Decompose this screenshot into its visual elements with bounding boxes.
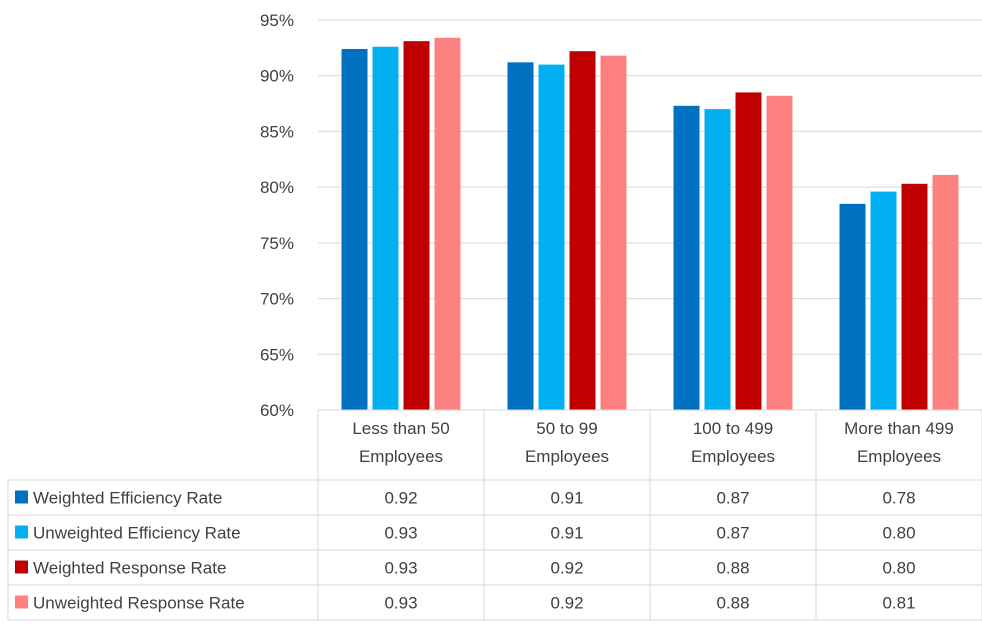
bar [901,183,928,410]
y-tick-label: 60% [260,401,294,420]
table-cell-value: 0.78 [882,489,915,508]
legend-label: Weighted Efficiency Rate [33,489,222,508]
bar [704,109,731,411]
category-label: Employees [359,447,443,466]
category-label: 100 to 499 [693,419,773,438]
bar [569,51,596,410]
bar [341,48,368,410]
category-label: Employees [691,447,775,466]
legend-key [15,490,28,504]
table-cell-value: 0.87 [716,524,749,543]
category-label: Employees [525,447,609,466]
bar [870,191,897,410]
table-cell-value: 0.93 [384,559,417,578]
table-cell-value: 0.92 [550,594,583,613]
bar [673,105,700,411]
y-tick-label: 90% [260,67,294,86]
y-tick-label: 65% [260,345,294,364]
table-cell-value: 0.91 [550,489,583,508]
legend-label: Unweighted Efficiency Rate [33,524,241,543]
bar [839,203,866,410]
y-tick-label: 85% [260,122,294,141]
legend-key [15,595,28,609]
table-cell-value: 0.80 [882,524,915,543]
bar [403,41,430,411]
table-cell-value: 0.80 [882,559,915,578]
table-cell-value: 0.81 [882,594,915,613]
category-label: Less than 50 [352,419,449,438]
category-label: 50 to 99 [536,419,597,438]
bar [766,95,793,411]
legend-key [15,560,28,574]
table-cell-value: 0.93 [384,524,417,543]
y-tick-label: 80% [260,178,294,197]
bar [932,174,959,410]
table-cell-value: 0.92 [384,489,417,508]
table-cell-value: 0.87 [716,489,749,508]
table-cell-value: 0.92 [550,559,583,578]
y-tick-label: 75% [260,234,294,253]
y-tick-label: 95% [260,11,294,30]
table-cell-value: 0.93 [384,594,417,613]
bar [507,62,534,410]
bar [538,64,565,411]
table-cell-value: 0.91 [550,524,583,543]
table-cell-value: 0.88 [716,559,749,578]
category-label: More than 499 [844,419,954,438]
legend-label: Weighted Response Rate [33,559,226,578]
bar [372,46,399,410]
bar [735,92,762,410]
category-label: Employees [857,447,941,466]
bar [434,37,461,410]
table-cell-value: 0.88 [716,594,749,613]
bar [600,55,627,411]
y-tick-label: 70% [260,290,294,309]
legend-label: Unweighted Response Rate [33,594,245,613]
legend-key [15,525,28,539]
